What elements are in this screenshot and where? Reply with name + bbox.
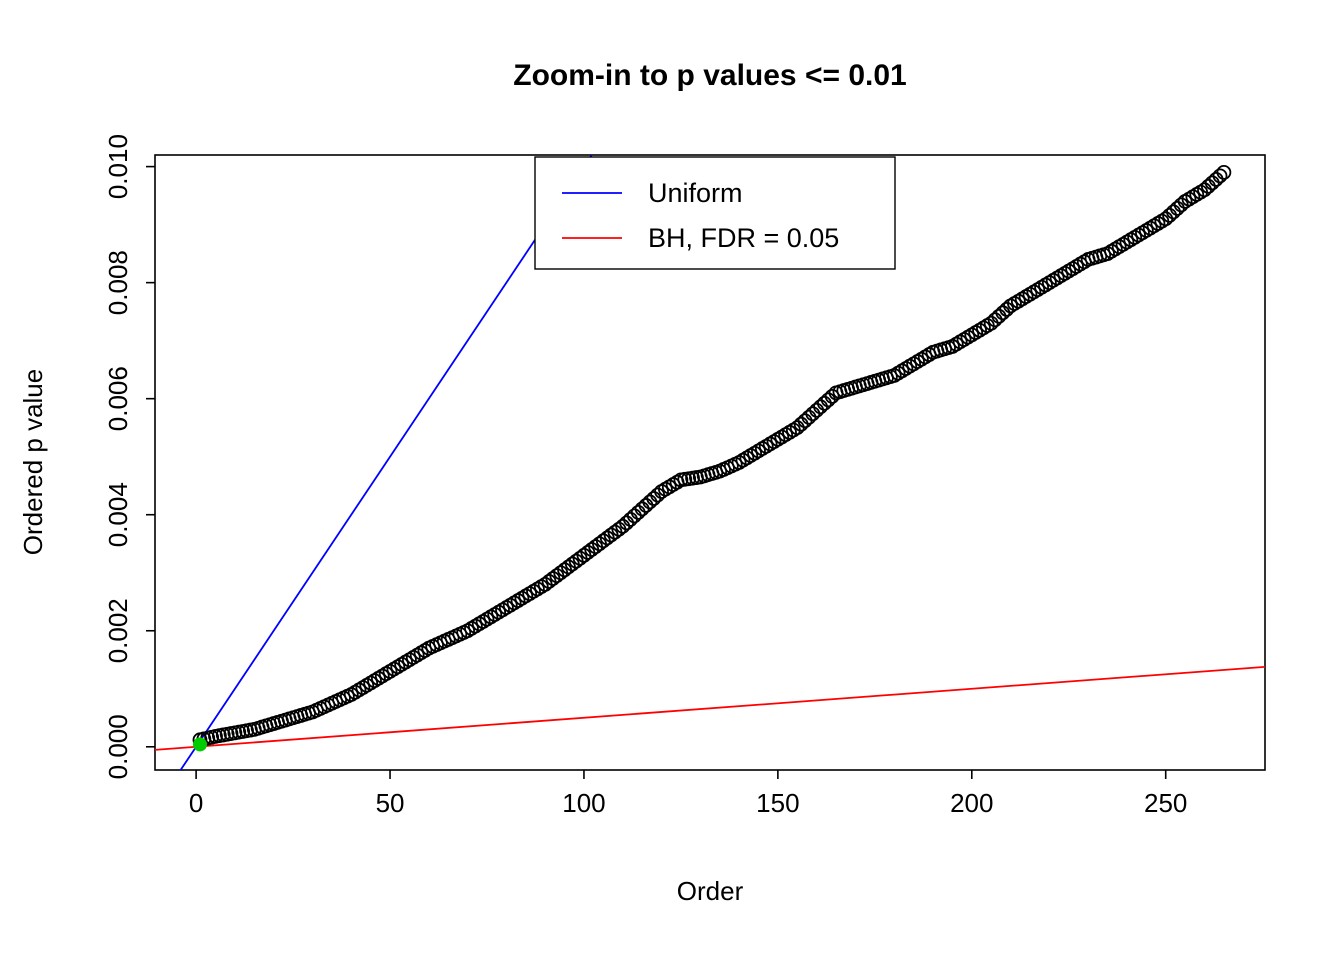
legend-label-uniform: Uniform [648, 178, 743, 208]
x-axis-label: Order [677, 876, 744, 906]
y-tick-label: 0.006 [103, 366, 133, 431]
data-point [634, 501, 650, 517]
data-point [797, 413, 813, 429]
data-point [646, 491, 662, 506]
legend-box [534, 156, 896, 270]
data-point [820, 392, 836, 408]
data-point [626, 508, 642, 524]
data-point [1204, 175, 1220, 191]
x-tick-label: 100 [562, 788, 605, 818]
data-point [623, 511, 638, 527]
significant-point [192, 737, 207, 752]
y-tick-label: 0.000 [103, 714, 133, 779]
x-axis-ticks: 0 50 100 150 200 250 [189, 770, 1187, 818]
chart-title: Zoom-in to p values <= 0.01 [513, 59, 906, 92]
data-point [813, 399, 828, 415]
scatter-points [192, 165, 1232, 748]
y-tick-label: 0.004 [103, 482, 133, 547]
y-tick-label: 0.010 [103, 134, 133, 199]
data-point [1166, 204, 1181, 220]
y-tick-label: 0.002 [103, 598, 133, 663]
data-point [805, 406, 821, 422]
y-tick-label: 0.008 [103, 250, 133, 315]
uniform-line [179, 155, 593, 770]
data-point [824, 388, 840, 404]
data-point [801, 409, 817, 425]
plot-content [155, 155, 1265, 770]
data-point [642, 494, 658, 510]
data-point [809, 402, 825, 418]
data-point [995, 305, 1011, 321]
data-point [817, 395, 832, 411]
x-tick-label: 250 [1144, 788, 1187, 818]
bh-line [155, 665, 1265, 751]
plot-area [154, 154, 1266, 771]
data-point [1216, 165, 1232, 180]
x-tick-label: 200 [950, 788, 993, 818]
legend-label-bh: BH, FDR = 0.05 [648, 223, 839, 253]
data-point [991, 308, 1007, 324]
x-tick-label: 0 [189, 788, 203, 818]
data-point [638, 498, 654, 513]
legend: Uniform BH, FDR = 0.05 [534, 156, 896, 270]
data-point [1169, 200, 1185, 216]
x-tick-label: 150 [756, 788, 799, 818]
data-point [1212, 168, 1228, 184]
x-tick-label: 50 [376, 788, 405, 818]
data-point [630, 504, 646, 520]
data-point [1208, 171, 1224, 187]
y-axis-label: Ordered p value [18, 369, 48, 555]
y-axis-ticks: 0.000 0.002 0.004 0.006 0.008 0.010 [103, 134, 155, 779]
